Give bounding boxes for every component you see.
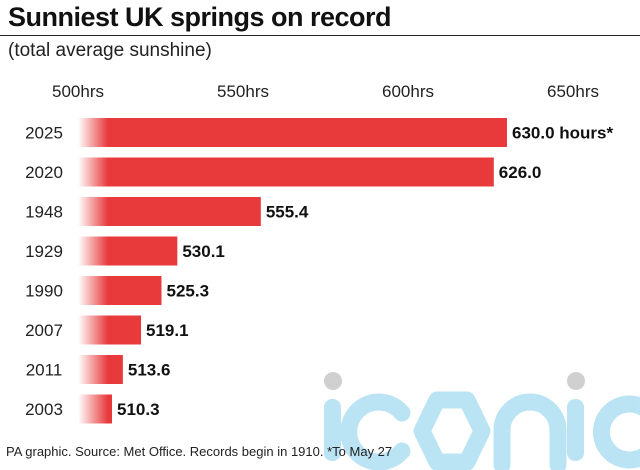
chart-subtitle: (total average sunshine) [8,40,212,61]
bar-fade [78,276,108,305]
category-label: 2011 [26,361,63,380]
bar-chart: 500hrs 550hrs 600hrs 650hrs 2025 630.0 hours… [25,82,613,424]
category-label: 1990 [25,282,63,301]
bar [78,118,507,147]
category-label: 2025 [25,124,63,143]
data-label: 510.3 [117,400,160,419]
chart-title: Sunniest UK springs on record [8,2,392,32]
bar-fade [78,315,108,345]
data-label: 525.3 [166,282,209,301]
bar-fade [78,118,108,147]
bar-fade [78,394,108,424]
bar-fade [78,236,108,266]
data-label: 555.4 [266,203,309,222]
x-tick-label: 550hrs [217,82,269,101]
category-label: 2003 [25,400,63,419]
data-label: 519.1 [146,321,189,340]
data-label: 630.0 hours* [512,124,613,143]
data-label: 513.6 [128,361,171,380]
x-tick-label: 650hrs [547,82,599,101]
bar [78,157,494,187]
x-tick-label: 600hrs [382,82,434,101]
data-label: 626.0 [499,163,542,182]
title-divider [0,35,640,36]
category-label: 2020 [25,163,63,182]
bar [78,197,261,226]
category-label: 1948 [25,203,63,222]
bar-fade [78,355,108,384]
footnote: PA graphic. Source: Met Office. Records … [6,444,393,459]
bar-fade [78,157,108,187]
category-label: 2007 [25,321,63,340]
data-label: 530.1 [182,242,225,261]
category-label: 1929 [25,242,63,261]
bar-fade [78,197,108,226]
x-tick-label: 500hrs [52,82,104,101]
